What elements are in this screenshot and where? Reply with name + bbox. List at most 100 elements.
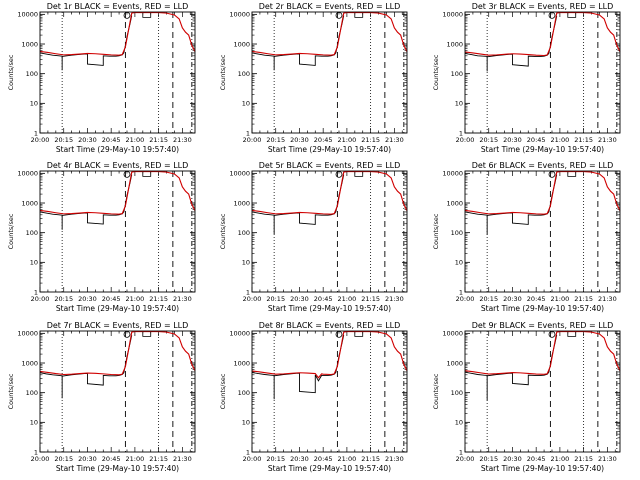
- y-tick-label: 10: [242, 259, 250, 267]
- x-tick-label: 20:45: [102, 295, 121, 303]
- x-tick-label: 20:30: [78, 295, 97, 303]
- x-tick-label: 21:15: [361, 455, 380, 463]
- y-tick-label: 1: [34, 129, 38, 137]
- panel-title: Det 6r BLACK = Events, RED = LLD: [472, 161, 614, 170]
- x-tick-label: 21:30: [598, 295, 617, 303]
- bracket-marker: [142, 171, 152, 177]
- y-axis-label: Counts/sec: [432, 54, 440, 90]
- x-axis-label: Start Time (29-May-10 19:57:40): [56, 304, 179, 313]
- x-tick-label: 21:30: [598, 455, 617, 463]
- x-tick-label: 21:00: [338, 455, 357, 463]
- y-axis-label: Counts/sec: [7, 213, 15, 249]
- lld-series-line: [39, 12, 196, 56]
- y-tick-label: 1000: [21, 40, 38, 48]
- x-axis-label: Start Time (29-May-10 19:57:40): [268, 304, 391, 313]
- x-tick-label: 20:00: [31, 455, 50, 463]
- lld-series-line: [464, 12, 621, 57]
- y-axis-label: Counts/sec: [219, 373, 227, 409]
- x-tick-label: 20:45: [527, 295, 546, 303]
- x-tick-label: 20:15: [479, 136, 498, 144]
- x-axis-label: Start Time (29-May-10 19:57:40): [56, 145, 179, 154]
- y-tick-label: 1000: [446, 199, 463, 207]
- x-tick-label: 21:00: [126, 455, 145, 463]
- y-tick-label: 1000: [233, 359, 250, 367]
- x-axis-label: Start Time (29-May-10 19:57:40): [268, 145, 391, 154]
- x-tick-label: 21:30: [173, 455, 192, 463]
- x-tick-label: 20:00: [243, 455, 262, 463]
- y-tick-label: 100: [451, 70, 463, 78]
- x-tick-label: 20:15: [266, 295, 285, 303]
- y-axis-label: Counts/sec: [432, 373, 440, 409]
- y-tick-label: 1000: [446, 40, 463, 48]
- panel-3: Det 3r BLACK = Events, RED = LLD Counts/s…: [432, 2, 621, 154]
- y-tick-label: 10: [455, 259, 463, 267]
- y-tick-label: 10000: [442, 11, 463, 19]
- y-tick-label: 10000: [17, 330, 38, 338]
- panel-title: Det 1r BLACK = Events, RED = LLD: [47, 2, 189, 11]
- x-tick-label: 21:15: [361, 136, 380, 144]
- x-tick-label: 20:45: [314, 455, 333, 463]
- plot-frame: [464, 11, 621, 134]
- x-tick-label: 20:30: [290, 295, 309, 303]
- bracket-marker: [354, 171, 364, 177]
- y-tick-label: 1: [246, 448, 250, 456]
- plot-frame: [251, 11, 408, 134]
- x-tick-label: 20:30: [290, 136, 309, 144]
- y-tick-label: 10000: [229, 330, 250, 338]
- lld-series-line: [39, 171, 196, 215]
- y-tick-label: 100: [451, 389, 463, 397]
- y-tick-label: 10: [242, 100, 250, 108]
- y-tick-label: 1: [34, 448, 38, 456]
- lld-series-line: [251, 12, 408, 56]
- y-tick-label: 10: [455, 100, 463, 108]
- y-tick-label: 100: [238, 70, 250, 78]
- bracket-marker: [142, 12, 152, 18]
- x-tick-label: 20:00: [243, 295, 262, 303]
- plot-frame: [39, 330, 196, 453]
- x-tick-label: 20:15: [54, 295, 73, 303]
- panel-6: Det 6r BLACK = Events, RED = LLD Counts/s…: [432, 161, 621, 313]
- plot-frame: [464, 330, 621, 453]
- y-tick-label: 1: [246, 129, 250, 137]
- x-tick-label: 21:15: [149, 455, 168, 463]
- x-tick-label: 21:15: [149, 295, 168, 303]
- x-tick-label: 20:45: [102, 455, 121, 463]
- y-tick-label: 100: [238, 229, 250, 237]
- x-tick-label: 20:30: [78, 455, 97, 463]
- x-tick-label: 21:30: [385, 295, 404, 303]
- lld-series-line: [464, 331, 621, 375]
- y-tick-label: 10000: [442, 170, 463, 178]
- plot-frame: [39, 170, 196, 293]
- plot-frame: [251, 170, 408, 293]
- x-tick-label: 21:30: [173, 295, 192, 303]
- x-tick-label: 21:30: [173, 136, 192, 144]
- panel-title: Det 2r BLACK = Events, RED = LLD: [259, 2, 401, 11]
- x-tick-label: 20:15: [266, 136, 285, 144]
- y-tick-label: 10000: [229, 170, 250, 178]
- x-tick-label: 20:15: [479, 295, 498, 303]
- x-tick-label: 21:15: [574, 136, 593, 144]
- y-axis-label: Counts/sec: [219, 213, 227, 249]
- y-tick-label: 10000: [17, 11, 38, 19]
- x-axis-label: Start Time (29-May-10 19:57:40): [481, 145, 604, 154]
- lld-series-line: [251, 171, 408, 215]
- x-tick-label: 20:00: [456, 295, 475, 303]
- y-tick-label: 1: [34, 288, 38, 296]
- y-tick-label: 10: [30, 259, 38, 267]
- x-tick-label: 21:15: [574, 295, 593, 303]
- y-tick-label: 1: [459, 129, 463, 137]
- panel-7: Det 7r BLACK = Events, RED = LLD Counts/s…: [7, 321, 196, 473]
- bracket-marker: [142, 331, 152, 337]
- x-axis-label: Start Time (29-May-10 19:57:40): [481, 304, 604, 313]
- y-tick-label: 1: [459, 448, 463, 456]
- lld-series-line: [251, 331, 408, 379]
- y-tick-label: 100: [451, 229, 463, 237]
- x-tick-label: 21:15: [361, 295, 380, 303]
- panel-title: Det 9r BLACK = Events, RED = LLD: [472, 321, 614, 330]
- x-tick-label: 21:30: [385, 136, 404, 144]
- plot-frame: [251, 330, 408, 453]
- x-tick-label: 21:30: [598, 136, 617, 144]
- y-tick-label: 10000: [442, 330, 463, 338]
- x-tick-label: 20:00: [243, 136, 262, 144]
